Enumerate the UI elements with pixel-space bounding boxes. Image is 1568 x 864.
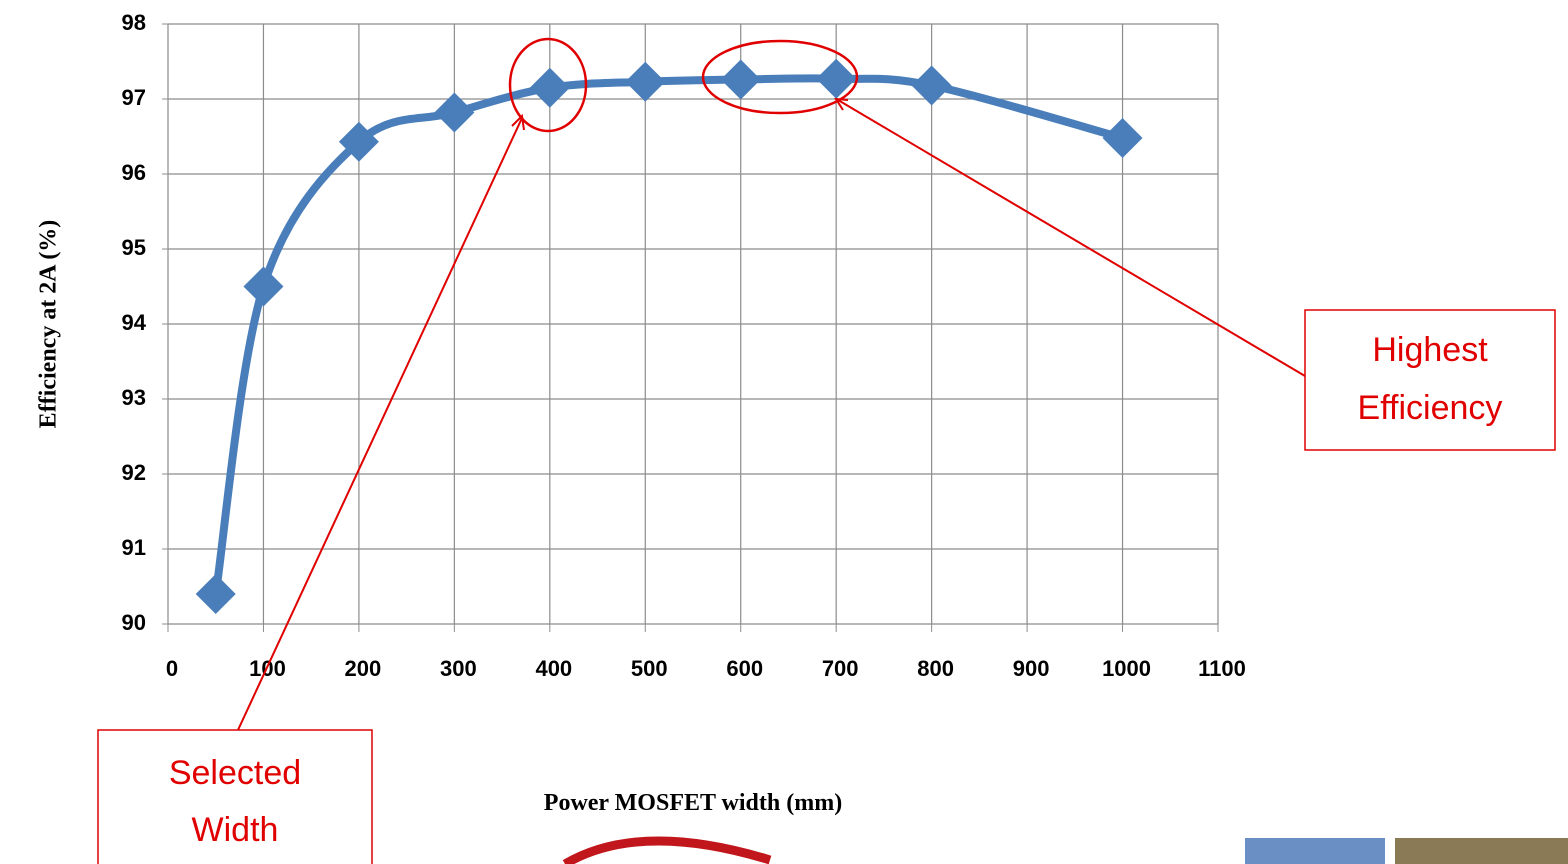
plot bbox=[195, 58, 1143, 614]
x-tick-label: 1000 bbox=[1102, 656, 1151, 681]
arrow bbox=[237, 117, 523, 731]
y-tick-label: 90 bbox=[122, 610, 146, 635]
x-tick-label: 900 bbox=[1013, 656, 1050, 681]
footer-image bbox=[1245, 838, 1385, 864]
x-tick-label: 700 bbox=[822, 656, 859, 681]
marker bbox=[195, 574, 236, 614]
marker bbox=[1102, 118, 1143, 158]
y-tick-label: 94 bbox=[122, 310, 147, 335]
x-tick-label: 800 bbox=[917, 656, 954, 681]
annotation-text: Width bbox=[192, 811, 279, 849]
x-tick-label: 300 bbox=[440, 656, 477, 681]
x-tick-label: 200 bbox=[345, 656, 382, 681]
annotation-text: Selected bbox=[169, 754, 301, 792]
arrow-head bbox=[834, 97, 849, 111]
x-tick-label: 600 bbox=[726, 656, 763, 681]
y-tick-label: 97 bbox=[122, 85, 146, 110]
marker bbox=[911, 65, 952, 106]
highlight-ellipse bbox=[508, 37, 588, 133]
arrow-head bbox=[511, 113, 525, 131]
grid: 9091929394959697980100200300400500600700… bbox=[122, 10, 1246, 681]
x-tick-label: 500 bbox=[631, 656, 668, 681]
line bbox=[211, 74, 1124, 595]
annotation-box bbox=[1304, 309, 1556, 451]
marker bbox=[529, 67, 570, 108]
marker bbox=[434, 92, 475, 133]
logo-arc bbox=[562, 836, 772, 864]
marker bbox=[338, 121, 379, 162]
marker bbox=[816, 58, 857, 99]
highlight-ellipse bbox=[701, 39, 859, 115]
y-tick-label: 95 bbox=[122, 235, 146, 260]
annotation-text: Highest bbox=[1372, 331, 1488, 369]
annotation-text: Efficiency bbox=[1358, 389, 1503, 427]
x-axis-title: Power MOSFET width (mm) bbox=[544, 790, 842, 816]
x-tick-label: 1100 bbox=[1198, 656, 1246, 681]
x-tick-label: 0 bbox=[166, 656, 178, 681]
y-tick-label: 96 bbox=[122, 160, 146, 185]
marker bbox=[720, 59, 761, 100]
arrow bbox=[837, 99, 1306, 377]
annotation-box bbox=[97, 729, 373, 864]
y-tick-label: 93 bbox=[122, 385, 146, 410]
y-axis-title: Efficiency at 2A (%) bbox=[36, 220, 62, 429]
footer-image bbox=[1395, 838, 1568, 864]
y-tick-label: 91 bbox=[122, 535, 146, 560]
x-tick-label: 400 bbox=[535, 656, 572, 681]
y-tick-label: 92 bbox=[122, 460, 146, 485]
marker bbox=[625, 61, 666, 102]
y-tick-label: 98 bbox=[122, 10, 146, 35]
marker bbox=[243, 266, 284, 307]
